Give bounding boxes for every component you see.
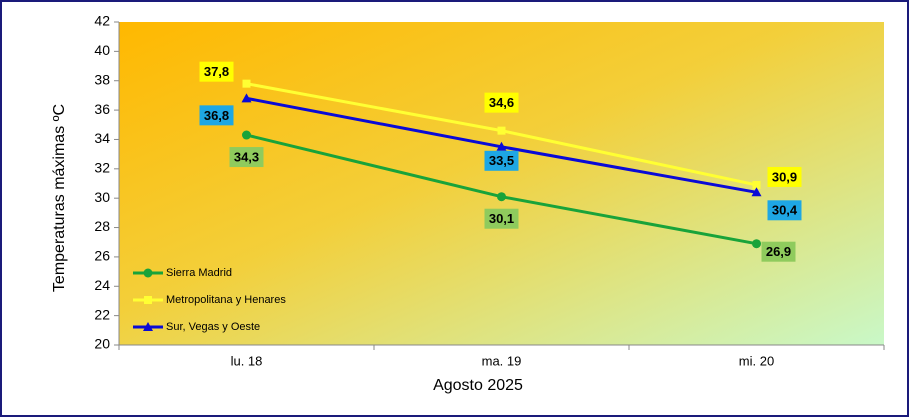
y-tick-label: 26: [94, 248, 110, 264]
point: [752, 239, 761, 249]
data-label-text: 30,1: [489, 211, 514, 226]
data-label: 34,3: [229, 147, 264, 168]
y-tick-label: 42: [94, 13, 110, 29]
data-label-text: 34,3: [234, 149, 259, 164]
data-label: 30,9: [767, 166, 802, 187]
point: [752, 180, 761, 189]
data-label: 34,6: [484, 92, 519, 113]
data-label-box: [229, 147, 264, 168]
data-label: 36,8: [199, 105, 234, 126]
y-tick-label: 20: [94, 336, 110, 352]
data-label: 30,4: [767, 200, 802, 221]
data-label-box: [767, 200, 802, 221]
data-label: 33,5: [484, 150, 519, 171]
y-tick-label: 38: [94, 71, 110, 87]
x-tick-label: ma. 19: [482, 353, 522, 368]
y-tick-label: 30: [94, 189, 110, 205]
point: [497, 192, 506, 202]
data-label-text: 30,9: [772, 169, 797, 184]
x-tick-label: lu. 18: [231, 353, 263, 368]
point: [242, 79, 251, 88]
data-label-box: [484, 150, 519, 171]
legend-label: Sierra Madrid: [166, 267, 232, 279]
x-axis-title: Agosto 2025: [433, 377, 523, 394]
y-tick-label: 28: [94, 218, 110, 234]
y-tick-label: 36: [94, 101, 110, 117]
data-label-box: [199, 105, 234, 126]
data-label: 30,1: [484, 208, 519, 229]
legend-marker: [144, 296, 152, 304]
y-tick-label: 22: [94, 306, 110, 322]
point: [241, 93, 252, 103]
point: [496, 141, 507, 151]
data-label-box: [199, 61, 234, 82]
y-axis-title: Temperaturas máximas ºC: [51, 104, 68, 292]
y-tick-label: 24: [94, 277, 110, 293]
data-label-box: [484, 92, 519, 113]
data-label: 37,8: [199, 61, 234, 82]
data-label-text: 30,4: [772, 203, 798, 218]
y-tick-label: 32: [94, 160, 110, 176]
point: [751, 187, 762, 197]
data-label-box: [484, 208, 519, 229]
data-label-text: 37,8: [204, 64, 229, 79]
data-label-text: 34,6: [489, 95, 514, 110]
data-label-box: [761, 241, 796, 262]
y-tick-label: 34: [94, 130, 110, 146]
data-label-text: 26,9: [766, 244, 791, 259]
legend-label: Sur, Vegas y Oeste: [166, 321, 260, 333]
data-label-text: 36,8: [204, 108, 229, 123]
legend-marker: [143, 268, 153, 278]
data-label-text: 33,5: [489, 153, 514, 168]
x-tick-label: mi. 20: [739, 353, 774, 368]
data-label-box: [767, 166, 802, 187]
data-label: 26,9: [761, 241, 796, 262]
legend-label: Metropolitana y Henares: [166, 294, 286, 306]
point: [497, 126, 506, 135]
legend-marker: [143, 322, 153, 331]
point: [242, 130, 251, 140]
y-tick-label: 40: [94, 42, 110, 58]
